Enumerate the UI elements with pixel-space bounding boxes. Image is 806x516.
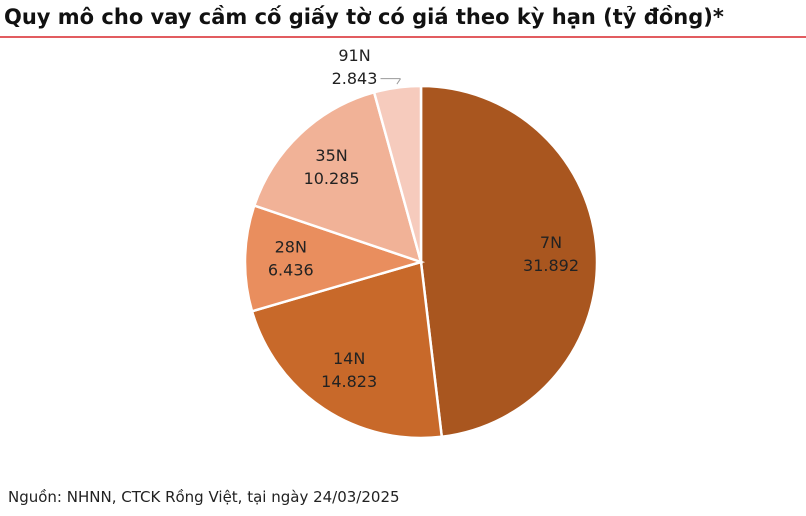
value-label: 31.892 xyxy=(523,256,579,275)
pie-slice xyxy=(419,84,599,439)
pie-slice xyxy=(243,204,426,313)
leader-line xyxy=(396,78,401,85)
pie-slice xyxy=(372,84,423,263)
value-label: 6.436 xyxy=(268,261,314,280)
slice-label: 14N xyxy=(333,349,365,368)
pie-slice xyxy=(252,90,423,264)
slice-label: 28N xyxy=(275,238,307,257)
source-note: Nguồn: NHNN, CTCK Rồng Việt, tại ngày 24… xyxy=(8,488,400,506)
value-label: 2.843 xyxy=(332,69,378,88)
slice-label: 35N xyxy=(315,146,347,165)
value-label: 14.823 xyxy=(321,372,377,391)
slice-label: 7N xyxy=(540,233,562,252)
pie-slice xyxy=(250,260,444,440)
value-label: 10.285 xyxy=(304,169,360,188)
slice-label: 91N xyxy=(338,46,370,65)
chart-title: Quy mô cho vay cầm cố giấy tờ có giá the… xyxy=(4,5,724,29)
